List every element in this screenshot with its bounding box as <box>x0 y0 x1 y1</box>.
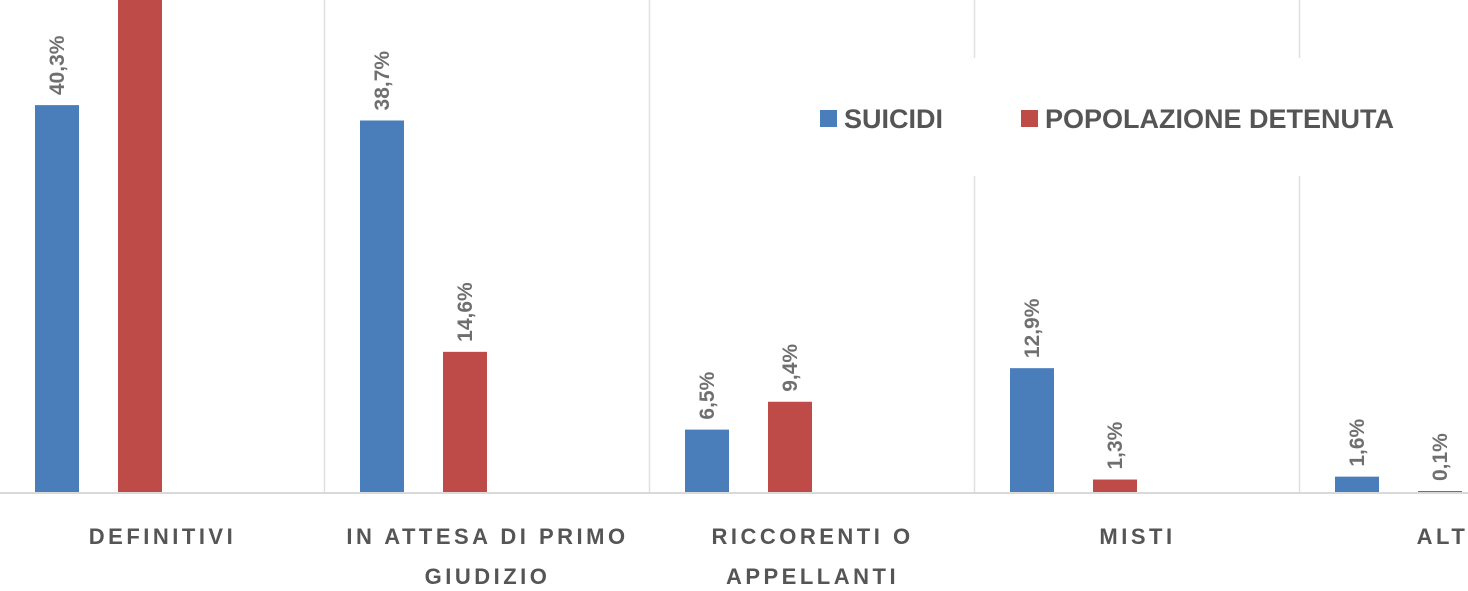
data-label: 40,3% <box>46 35 69 95</box>
data-label: 1,6% <box>1346 418 1369 466</box>
category-label: GIUDIZIO <box>425 564 551 586</box>
category-label: IN ATTESA DI PRIMO <box>346 524 628 549</box>
legend-label: SUICIDI <box>844 104 943 134</box>
category-label: ALTRO <box>1417 524 1468 549</box>
data-label: 9,4% <box>779 344 802 392</box>
bar-popolazione-1 <box>443 351 487 492</box>
category-label: DEFINITIVI <box>89 524 236 549</box>
data-labels-group: 40,3% 38,7% 6,5% 12,9% 1,6% 14,6% 9,4% 1,3% 0,1% <box>46 35 1452 481</box>
bar-suicidi-3 <box>1010 368 1054 492</box>
category-label: RICCORENTI O <box>711 524 913 549</box>
bar-popolazione-4 <box>1418 491 1462 492</box>
legend-label: POPOLAZIONE DETENUTA <box>1045 104 1394 134</box>
bar-suicidi-1 <box>360 120 404 492</box>
bar-suicidi-0 <box>35 105 79 493</box>
bar-suicidi-4 <box>1335 476 1379 492</box>
bar-popolazione-3 <box>1093 479 1137 492</box>
data-label: 1,3% <box>1104 421 1127 469</box>
category-label: MISTI <box>1099 524 1175 549</box>
data-label: 0,1% <box>1429 433 1452 481</box>
data-label: 12,9% <box>1021 298 1044 358</box>
bars-group <box>35 0 1462 493</box>
legend: SUICIDI POPOLAZIONE DETENUTA <box>800 58 1468 176</box>
category-labels-group: DEFINITIVI IN ATTESA DI PRIMO GIUDIZIO RICC… <box>89 524 1468 589</box>
category-label: APPELLANTI <box>726 564 899 586</box>
data-label: 38,7% <box>371 51 394 111</box>
data-label: 14,6% <box>454 282 477 342</box>
bar-popolazione-2 <box>768 401 812 492</box>
bar-suicidi-2 <box>685 429 729 492</box>
legend-swatch <box>820 110 837 127</box>
legend-background <box>800 58 1468 176</box>
bar-popolazione-0 <box>118 0 162 492</box>
data-label: 6,5% <box>696 371 719 419</box>
legend-swatch <box>1021 110 1038 127</box>
